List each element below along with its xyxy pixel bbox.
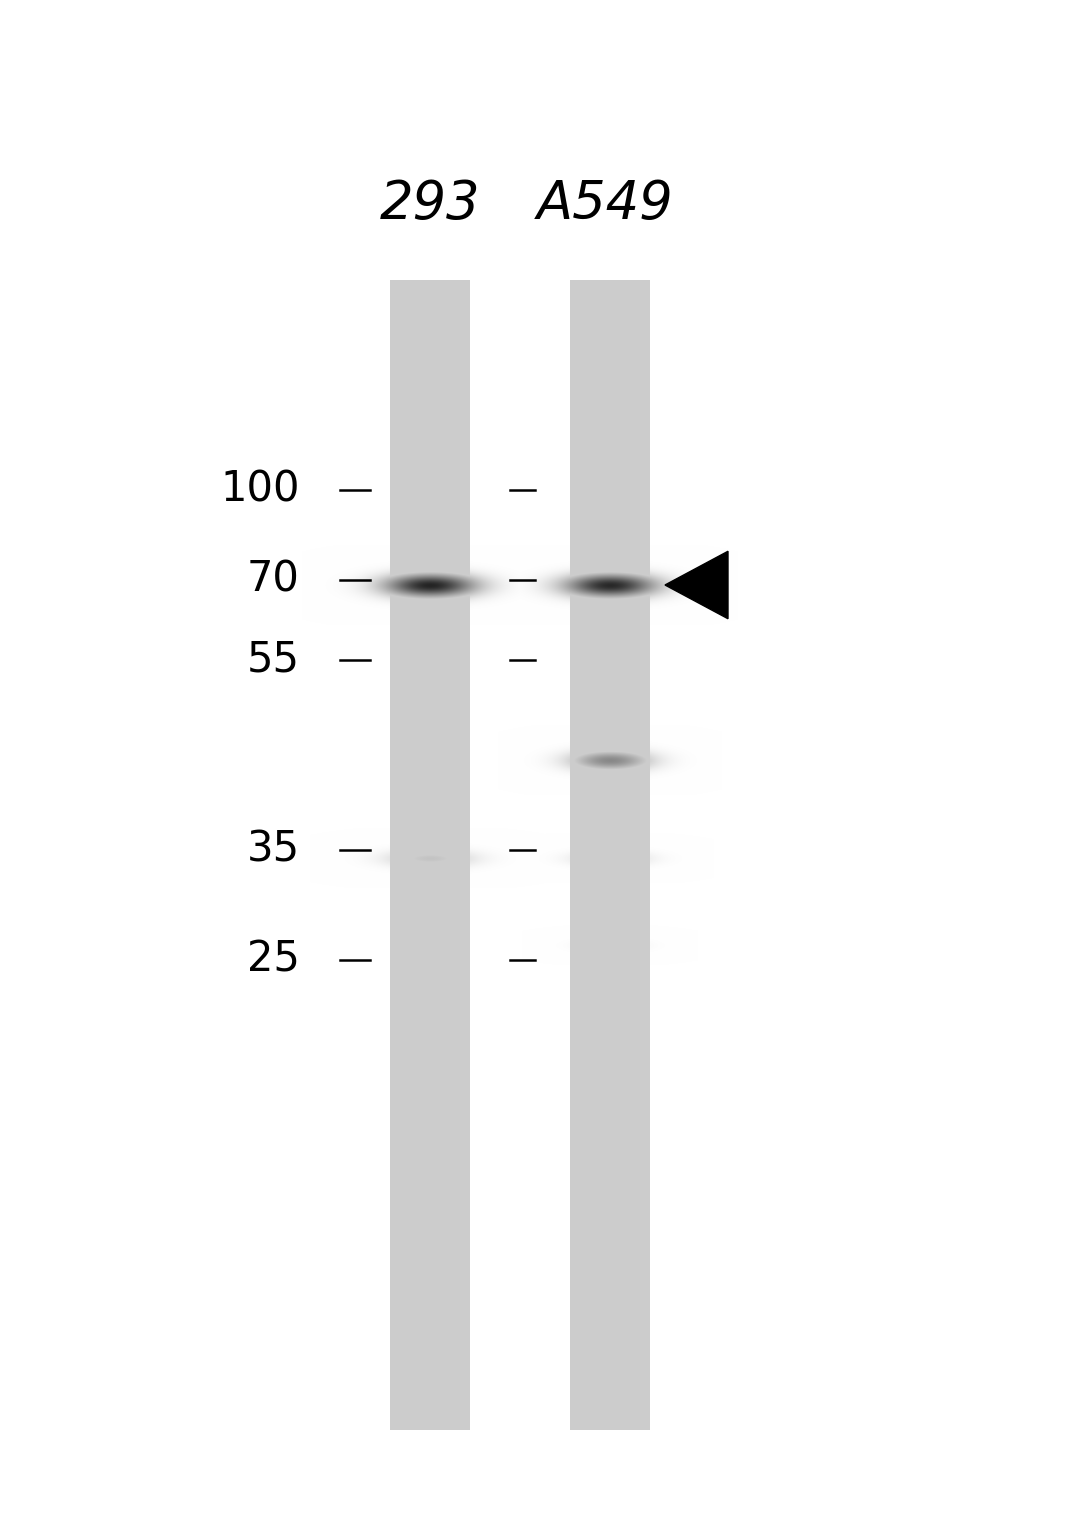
Text: 25: 25 <box>247 939 300 981</box>
Text: A549: A549 <box>537 178 673 230</box>
Bar <box>390 280 470 1430</box>
Text: 100: 100 <box>220 468 300 511</box>
Text: 55: 55 <box>247 638 300 681</box>
Text: 293: 293 <box>380 178 481 230</box>
Text: 35: 35 <box>247 828 300 871</box>
Bar <box>570 280 650 1430</box>
Text: 70: 70 <box>247 559 300 602</box>
Polygon shape <box>665 551 728 619</box>
